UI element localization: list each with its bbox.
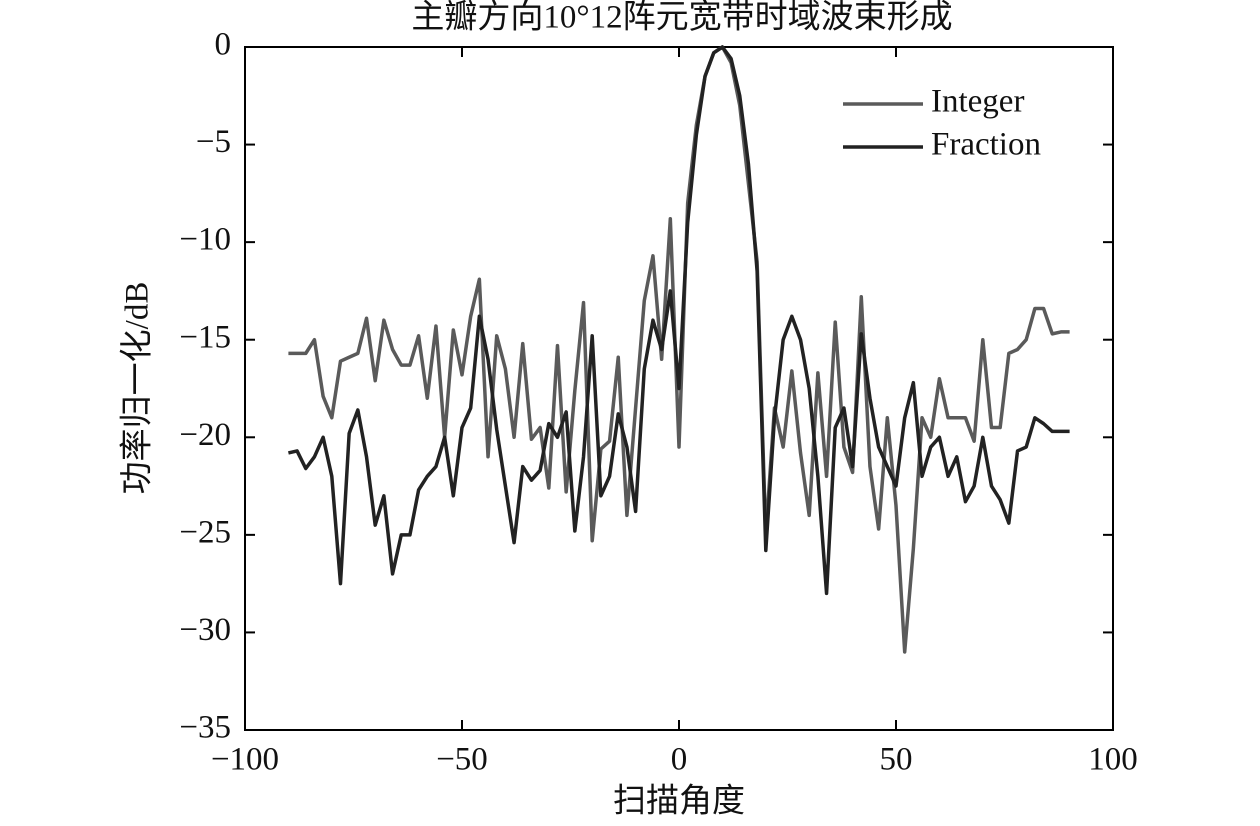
x-tick-label: 50 — [880, 742, 913, 778]
legend-label: Fraction — [931, 127, 1041, 163]
chart-title: 主瓣方向10°12阵元宽带时域波束形成 — [411, 0, 952, 36]
x-axis-label: 扫描角度 — [613, 783, 745, 820]
y-tick-label: −10 — [179, 222, 231, 258]
x-tick-label: −100 — [211, 742, 279, 778]
y-tick-label: −20 — [179, 417, 231, 453]
y-tick-label: −25 — [179, 514, 231, 550]
y-tick-label: −35 — [179, 710, 231, 746]
x-tick-label: −50 — [436, 742, 488, 778]
y-tick-label: −5 — [196, 124, 231, 160]
y-tick-label: −30 — [179, 612, 231, 648]
y-tick-label: −15 — [179, 319, 231, 355]
y-axis-label: 功率归一化/dB — [119, 282, 156, 495]
y-tick-label: 0 — [215, 27, 232, 63]
x-tick-label: 100 — [1088, 742, 1138, 778]
legend-label: Integer — [931, 84, 1024, 120]
series-line — [288, 45, 1070, 596]
x-tick-label: 0 — [671, 742, 688, 778]
series-line — [288, 45, 1070, 654]
